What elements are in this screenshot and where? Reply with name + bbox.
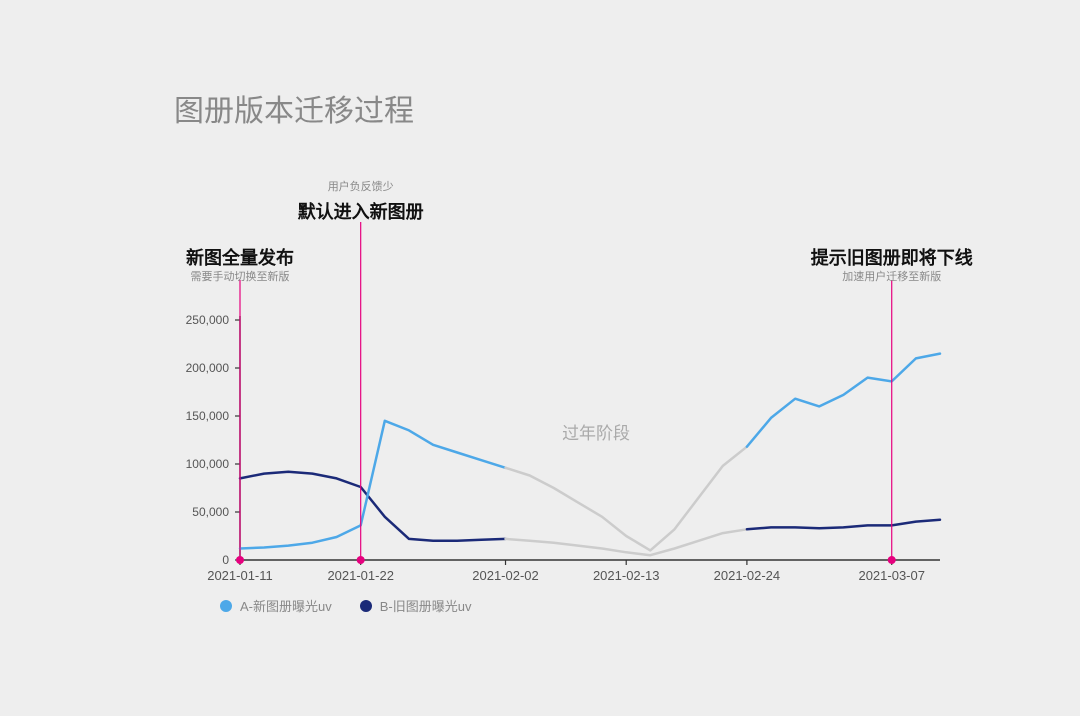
line-chart: [0, 0, 1080, 716]
series-b-line: [506, 529, 747, 555]
holiday-phase-label: 过年阶段: [562, 419, 630, 444]
legend-item: A-新图册曝光uv: [220, 596, 332, 615]
page-root: 图册版本迁移过程 050,000100,000150,000200,000250…: [0, 0, 1080, 716]
y-tick-label: 0: [222, 553, 229, 567]
x-tick-label: 2021-02-24: [697, 568, 797, 583]
legend-marker: [220, 600, 232, 612]
y-tick-label: 200,000: [186, 361, 229, 375]
x-tick-label: 2021-01-22: [311, 568, 411, 583]
annotation-title: 新图全量发布: [120, 244, 360, 270]
series-b-line: [240, 472, 506, 541]
annotation-subtitle: 需要手动切换至新版: [120, 268, 360, 284]
legend-item: B-旧图册曝光uv: [360, 596, 472, 615]
x-tick-label: 2021-01-11: [190, 568, 290, 583]
annotation-subtitle: 加速用户迁移至新版: [772, 268, 1012, 284]
y-tick-label: 250,000: [186, 313, 229, 327]
legend-marker: [360, 600, 372, 612]
x-tick-label: 2021-02-13: [576, 568, 676, 583]
series-a-line: [240, 421, 506, 549]
y-tick-label: 50,000: [192, 505, 229, 519]
y-tick-label: 100,000: [186, 457, 229, 471]
y-tick-label: 150,000: [186, 409, 229, 423]
legend: A-新图册曝光uv B-旧图册曝光uv: [220, 596, 471, 615]
annotation-marker: [236, 556, 244, 564]
series-a-line: [506, 447, 747, 551]
series-a-line: [747, 354, 940, 447]
annotation-marker: [357, 556, 365, 564]
annotation-title: 提示旧图册即将下线: [772, 244, 1012, 270]
legend-label: A-新图册曝光uv: [240, 596, 332, 615]
annotation-title: 默认进入新图册: [241, 198, 481, 224]
series-b-line: [747, 520, 940, 530]
x-tick-label: 2021-03-07: [842, 568, 942, 583]
legend-label: B-旧图册曝光uv: [380, 596, 472, 615]
annotation-marker: [888, 556, 896, 564]
x-tick-label: 2021-02-02: [456, 568, 556, 583]
annotation-subtitle: 用户负反馈少: [241, 178, 481, 194]
